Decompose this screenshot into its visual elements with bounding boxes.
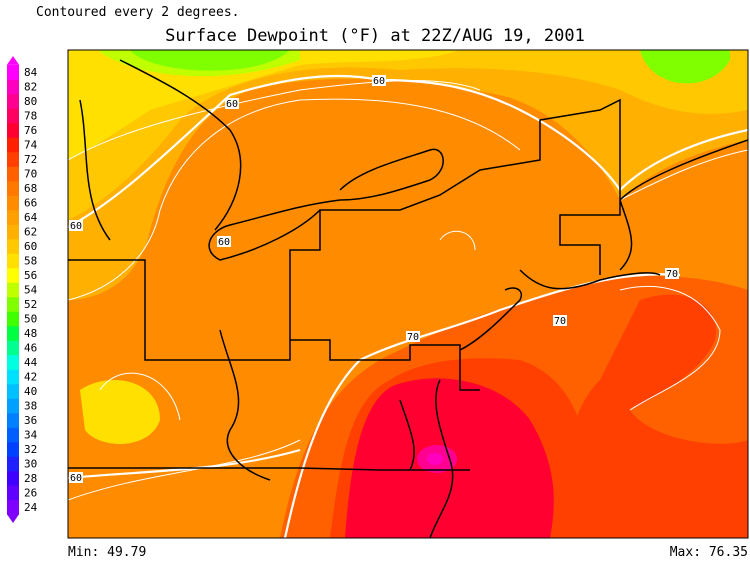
contour-label: 70 <box>407 332 419 343</box>
colorbar-label: 34 <box>24 429 38 442</box>
colorbar-label: 48 <box>24 327 37 340</box>
colorbar-swatch <box>7 180 19 196</box>
contour-label-bg <box>225 98 239 109</box>
contour-label-bg <box>69 220 83 231</box>
min-value: Min: 49.79 <box>68 545 146 560</box>
contour-note: Contoured every 2 degrees. <box>36 5 240 20</box>
colorbar-swatch <box>7 369 19 385</box>
colorbar-swatch <box>7 398 19 414</box>
colorbar-label: 78 <box>24 110 37 123</box>
colorbar-label: 28 <box>24 472 37 485</box>
contour-label: 60 <box>373 76 385 87</box>
colorbar-swatch <box>7 93 19 109</box>
colorbar-label: 40 <box>24 385 37 398</box>
contour-label: 60 <box>70 221 82 232</box>
colorbar-label: 56 <box>24 269 37 282</box>
contour-label-bg <box>372 75 386 86</box>
colorbar-swatch <box>7 354 19 370</box>
colorbar-swatch <box>7 296 19 312</box>
contour-label: 70 <box>666 269 678 280</box>
contour-label: 60 <box>226 99 238 110</box>
contour-label-bg <box>217 236 231 247</box>
colorbar-swatch <box>7 122 19 138</box>
colorbar-label: 76 <box>24 124 37 137</box>
colorbar-swatch <box>7 499 19 515</box>
contour-label-group: 60 60 60 60 60 70 70 70 <box>69 75 679 484</box>
contour-label-bg <box>665 268 679 279</box>
colorbar-swatch <box>7 79 19 95</box>
colorbar-label: 42 <box>24 371 37 384</box>
max-value: Max: 76.35 <box>670 545 748 560</box>
colorbar-label: 46 <box>24 342 37 355</box>
dewpoint-field <box>68 50 748 538</box>
colorbar-swatch <box>7 441 19 457</box>
colorbar-label: 74 <box>24 139 38 152</box>
colorbar-label: 66 <box>24 197 37 210</box>
colorbar-label: 58 <box>24 255 37 268</box>
colorbar-label: 50 <box>24 313 37 326</box>
colorbar-swatch <box>7 383 19 399</box>
colorbar-swatch <box>7 224 19 240</box>
colorbar-swatch <box>7 267 19 283</box>
colorbar-label: 54 <box>24 284 38 297</box>
contour-label: 60 <box>70 473 82 484</box>
colorbar-cap <box>7 56 19 65</box>
colorbar-label: 24 <box>24 501 38 514</box>
colorbar-swatch <box>7 253 19 269</box>
colorbar-label: 36 <box>24 414 37 427</box>
colorbar-label: 72 <box>24 153 37 166</box>
colorbar-label: 38 <box>24 400 37 413</box>
colorbar-label: 80 <box>24 95 37 108</box>
colorbar-label: 60 <box>24 240 37 253</box>
colorbar-swatch <box>7 282 19 298</box>
contour-label-bg <box>406 331 420 342</box>
map-frame <box>67 49 749 539</box>
colorbar-label: 84 <box>24 66 38 79</box>
colorbar-label: 52 <box>24 298 37 311</box>
colorbar-swatch <box>7 151 19 167</box>
colorbar-swatch <box>7 64 19 80</box>
colorbar-swatch <box>7 108 19 124</box>
colorbar-label: 64 <box>24 211 38 224</box>
colorbar-swatch <box>7 195 19 211</box>
colorbar-swatch <box>7 238 19 254</box>
colorbar-label: 68 <box>24 182 37 195</box>
colorbar-swatch <box>7 485 19 501</box>
colorbar-label: 32 <box>24 443 37 456</box>
colorbar-swatch <box>7 325 19 341</box>
colorbar-label: 82 <box>24 81 37 94</box>
colorbar-label: 70 <box>24 168 37 181</box>
map-title: Surface Dewpoint (°F) at 22Z/AUG 19, 200… <box>165 26 585 46</box>
colorbar-swatch <box>7 412 19 428</box>
colorbar-swatch <box>7 311 19 327</box>
boundaries <box>68 59 748 538</box>
colorbar-swatch <box>7 137 19 153</box>
colorbar-label: 26 <box>24 487 37 500</box>
colorbar-label: 62 <box>24 226 37 239</box>
colorbar-label: 30 <box>24 458 37 471</box>
contour-label-bg <box>553 315 567 326</box>
colorbar-label: 44 <box>24 356 38 369</box>
colorbar-swatch <box>7 209 19 225</box>
colorbar-cap <box>7 514 19 523</box>
colorbar-swatch <box>7 340 19 356</box>
colorbar-swatch <box>7 456 19 472</box>
colorbar-swatch <box>7 470 19 486</box>
contour-label: 60 <box>218 237 230 248</box>
colorbar-swatch <box>7 166 19 182</box>
colorbar-swatch <box>7 427 19 443</box>
contour-label-bg <box>69 472 83 483</box>
contour-label: 70 <box>554 316 566 327</box>
